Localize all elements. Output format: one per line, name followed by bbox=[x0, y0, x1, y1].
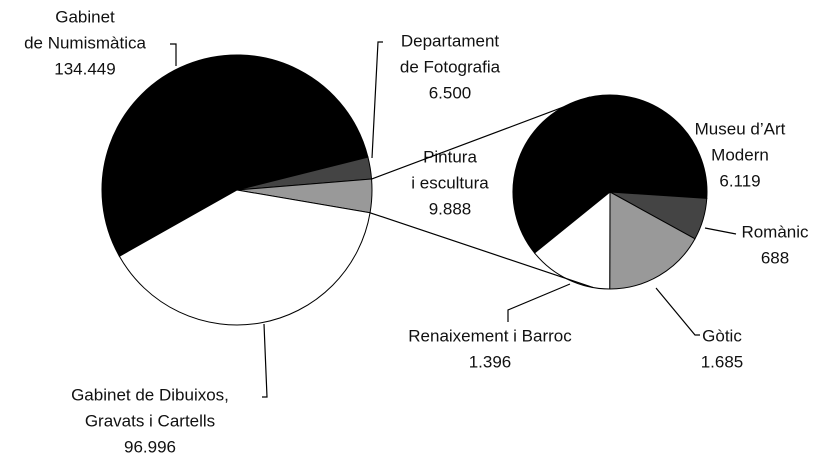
connector-line bbox=[369, 212, 594, 289]
leader-line bbox=[704, 227, 737, 235]
pie-slice bbox=[118, 189, 371, 326]
value-label: 688 bbox=[761, 248, 789, 267]
pie-slice bbox=[609, 191, 696, 290]
value-label: 9.888 bbox=[429, 199, 472, 218]
pie-slice bbox=[512, 94, 708, 254]
value-label: 1.685 bbox=[701, 352, 744, 371]
slice-label: Museu d’Art bbox=[695, 119, 786, 138]
leader-line bbox=[170, 43, 177, 66]
slice-label: Romànic bbox=[741, 222, 809, 241]
slice-label: Departament bbox=[401, 31, 500, 50]
slice-label: Gabinet bbox=[55, 7, 115, 26]
connector-line bbox=[371, 96, 591, 180]
value-label: 96.996 bbox=[124, 437, 176, 456]
leader-line bbox=[262, 323, 268, 398]
slice-label: Renaixement i Barroc bbox=[408, 326, 572, 345]
pie-slice bbox=[101, 54, 369, 257]
slice-label: i escultura bbox=[411, 173, 489, 192]
slice-label: Gòtic bbox=[702, 326, 742, 345]
slice-label: Pintura bbox=[423, 147, 477, 166]
leader-line bbox=[371, 41, 383, 159]
slice-label: Gravats i Cartells bbox=[85, 411, 215, 430]
leader-line bbox=[655, 287, 700, 336]
leaders bbox=[170, 41, 737, 398]
value-label: 6.119 bbox=[719, 171, 760, 190]
value-label: 134.449 bbox=[54, 59, 115, 78]
slice-label: Gabinet de Dibuixos, bbox=[71, 385, 229, 404]
slice-label: de Numismàtica bbox=[24, 33, 146, 52]
leader-line bbox=[507, 283, 571, 322]
slice-label: de Fotografia bbox=[400, 57, 501, 76]
value-label: 1.396 bbox=[469, 352, 512, 371]
slice-label: Modern bbox=[711, 145, 769, 164]
value-label: 6.500 bbox=[429, 83, 472, 102]
